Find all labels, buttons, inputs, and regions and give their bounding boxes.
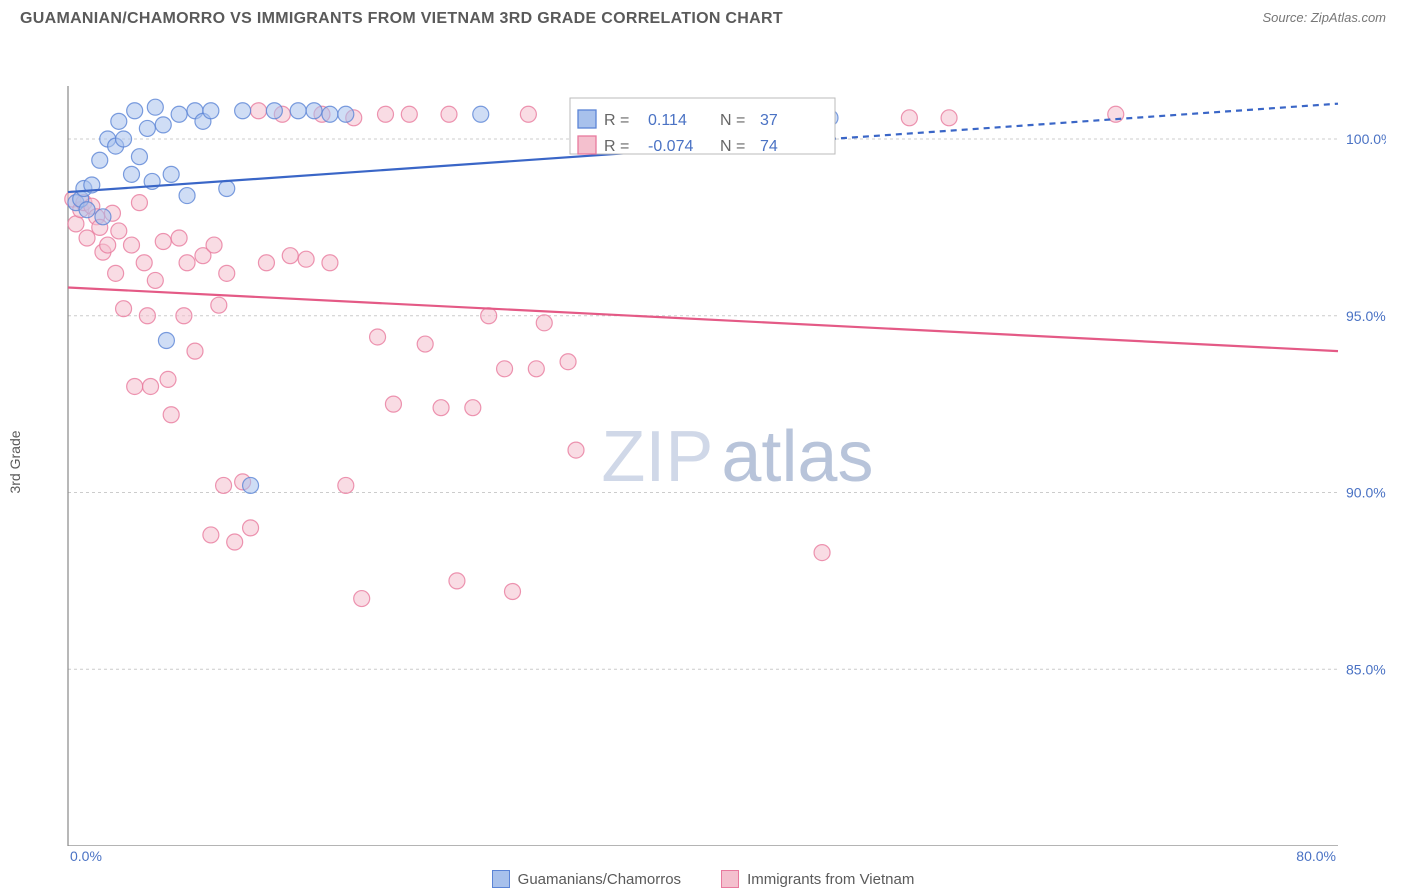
- svg-text:90.0%: 90.0%: [1346, 485, 1386, 501]
- svg-text:ZIP: ZIP: [601, 417, 713, 497]
- svg-text:R =: R =: [604, 138, 629, 155]
- svg-text:85.0%: 85.0%: [1346, 661, 1386, 677]
- svg-text:R =: R =: [604, 112, 629, 129]
- legend-item-vietnam: Immigrants from Vietnam: [721, 870, 914, 888]
- source-label: Source: ZipAtlas.com: [1262, 10, 1386, 25]
- legend-swatch-blue: [492, 870, 510, 888]
- svg-text:N =: N =: [720, 138, 745, 155]
- svg-text:74: 74: [760, 138, 778, 155]
- legend-label: Guamanians/Chamorros: [518, 871, 681, 888]
- chart-container: 3rd Grade ZIPatlas85.0%90.0%95.0%100.0%R…: [20, 36, 1386, 888]
- svg-text:N =: N =: [720, 112, 745, 129]
- x-max-label: 80.0%: [1296, 848, 1336, 864]
- svg-text:100.0%: 100.0%: [1346, 131, 1386, 147]
- chart-title: GUAMANIAN/CHAMORRO VS IMMIGRANTS FROM VI…: [20, 10, 783, 28]
- svg-text:37: 37: [760, 112, 778, 129]
- x-min-label: 0.0%: [70, 848, 102, 864]
- scatter-chart: ZIPatlas 85.0% 90.0% 95.0% 100.0% R = 0.114 N =…: [20, 36, 1386, 846]
- legend-item-guamanians: Guamanians/Chamorros: [492, 870, 681, 888]
- y-axis-label: 3rd Grade: [7, 430, 23, 493]
- svg-text:95.0%: 95.0%: [1346, 308, 1386, 324]
- svg-text:atlas: atlas: [721, 417, 873, 497]
- bottom-legend: Guamanians/Chamorros Immigrants from Vie…: [20, 870, 1386, 888]
- legend-swatch-pink: [721, 870, 739, 888]
- svg-text:0.114: 0.114: [648, 112, 687, 129]
- legend-label: Immigrants from Vietnam: [747, 871, 914, 888]
- svg-text:-0.074: -0.074: [648, 138, 693, 155]
